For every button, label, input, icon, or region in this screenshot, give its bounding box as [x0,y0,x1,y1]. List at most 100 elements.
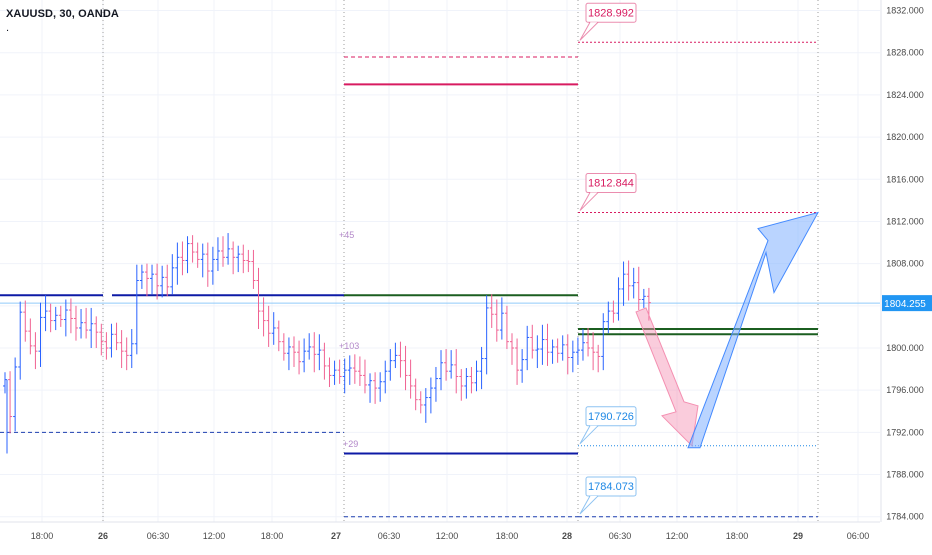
candle [104,332,109,360]
candle [109,323,114,358]
candle [560,335,565,361]
candle [347,355,352,385]
candle [33,332,38,370]
x-tick-label: 06:30 [147,531,170,541]
candle [591,332,596,371]
candle [73,305,78,341]
candle [373,372,378,404]
x-tick-label: 18:00 [726,531,749,541]
candle [291,336,296,367]
candle [459,369,464,401]
candle [499,297,504,340]
candle [322,342,327,380]
candle [545,323,550,366]
candle [271,312,276,345]
candle [444,349,449,381]
x-tick-label: 18:00 [261,531,284,541]
candle [418,391,423,414]
candle [601,313,606,371]
candle [236,245,241,273]
candle [119,330,124,369]
x-tick-label: 28 [562,531,572,541]
candle [570,340,575,373]
candle [53,306,58,331]
candle [246,249,251,273]
candle [433,366,438,402]
candle [550,339,555,364]
candle [327,357,332,388]
callout-pointer [579,425,599,445]
offset-label: +45 [339,230,354,240]
candle [124,337,129,371]
candle [251,249,256,289]
y-tick-label: 1792.000 [886,427,924,437]
candle [535,335,540,369]
candle [357,356,362,386]
candle [205,242,210,287]
candle [474,360,479,392]
candle [170,254,175,295]
projection-down-arrow [635,307,699,447]
candle [636,266,641,311]
projection-up-arrow [687,211,820,449]
candle [575,337,580,365]
candle [428,377,433,414]
candle [18,301,23,380]
candle [596,344,601,373]
callout-box [585,2,637,23]
y-tick-label: 1800.000 [886,343,924,353]
callout-box [585,173,637,194]
x-tick-label: 27 [331,531,341,541]
y-tick-label: 1824.000 [886,90,924,100]
callout-text: 1812.844 [588,178,634,190]
price-callout: 1790.726 [579,406,637,445]
x-tick-label: 29 [793,531,803,541]
candle [276,320,281,352]
candle [398,341,403,378]
candle [266,305,271,347]
candle [221,236,226,267]
candle [530,324,535,359]
candle [368,373,373,403]
candle [586,327,591,357]
current-price-tag: 1804.255 [882,295,932,312]
y-tick-label: 1820.000 [886,132,924,142]
price-callout: 1812.844 [579,173,637,211]
candle [94,316,99,348]
x-tick-label: 12:00 [436,531,459,541]
candle [337,359,342,384]
price-callout: 1784.073 [579,476,637,515]
y-tick-label: 1796.000 [886,385,924,395]
candle [175,242,180,285]
callout-pointer [579,21,599,41]
y-tick-label: 1788.000 [886,470,924,480]
symbol-title: XAUUSD, 30, OANDA [6,8,119,20]
candle [621,261,626,306]
candle [307,333,312,360]
candle [332,360,337,385]
price-tag-text: 1804.255 [884,299,926,310]
candle [626,260,631,301]
x-tick-label: 06:30 [609,531,632,541]
candle [28,318,33,355]
candle [134,264,139,355]
y-tick-label: 1816.000 [886,174,924,184]
candle [449,350,454,379]
candle [58,305,63,327]
candle [23,300,28,342]
candle [231,241,236,275]
candle [611,300,616,323]
candle [362,359,367,394]
candle [226,233,231,265]
candle [114,322,119,351]
candle [312,332,317,373]
candle [525,325,530,371]
price-tag-box [882,295,932,312]
candle [48,303,53,333]
candle [317,334,322,371]
candle [403,345,408,391]
candle [261,297,266,337]
offset-label: +103 [339,341,359,351]
